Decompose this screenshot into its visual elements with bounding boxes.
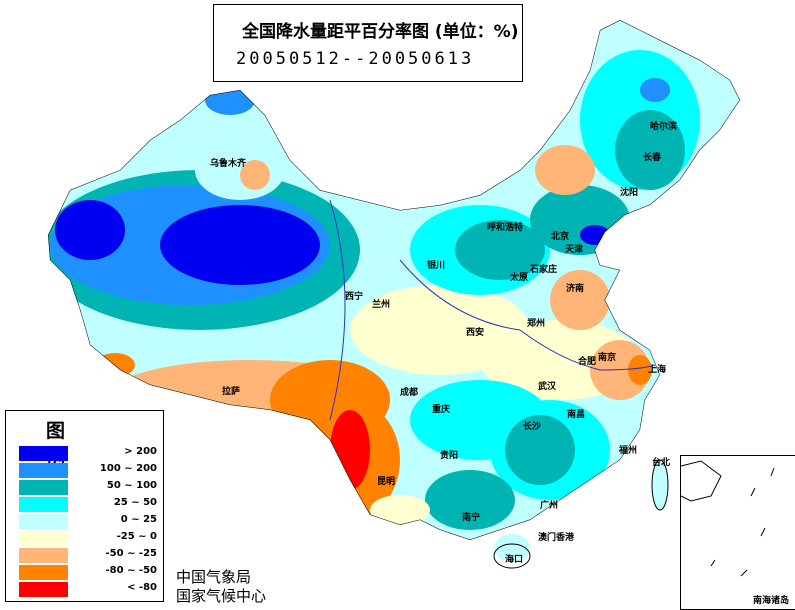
city-label: 长沙 xyxy=(523,422,542,432)
city-label: 郑州 xyxy=(527,319,546,329)
legend-swatch xyxy=(19,446,68,461)
south-china-sea-inset: 南海诸岛 xyxy=(680,455,795,610)
city-label: 南宁 xyxy=(462,513,481,523)
agency-ncc: 国家气候中心 xyxy=(176,587,267,605)
legend-label: -50 ~ -25 xyxy=(105,548,157,559)
legend-label: 25 ~ 50 xyxy=(113,497,157,508)
legend-swatch xyxy=(19,565,68,580)
city-label: 南昌 xyxy=(567,410,586,420)
city-label: 西安 xyxy=(466,328,485,338)
city-label: 贵阳 xyxy=(440,451,459,461)
city-label: 呼和浩特 xyxy=(487,223,524,233)
inset-label: 南海诸岛 xyxy=(752,596,789,606)
legend-label: 0 ~ 25 xyxy=(120,514,157,525)
legend-label: > 200 xyxy=(124,446,157,457)
city-label: 重庆 xyxy=(432,405,451,415)
city-label: 哈尔滨 xyxy=(650,122,678,132)
city-label: 海口 xyxy=(505,555,524,565)
city-label: 成都 xyxy=(400,388,419,398)
national-border xyxy=(48,20,740,541)
legend-swatch xyxy=(19,480,68,495)
agency-cma: 中国气象局 xyxy=(176,568,252,586)
legend-swatch xyxy=(19,497,68,512)
legend-label: 50 ~ 100 xyxy=(106,480,157,491)
city-label: 北京 xyxy=(551,232,570,242)
city-label: 昆明 xyxy=(377,477,396,487)
city-label: 广州 xyxy=(540,501,559,511)
city-label: 南京 xyxy=(598,353,617,363)
city-label: 澳门香港 xyxy=(538,533,575,543)
legend-swatch xyxy=(19,463,68,478)
rivers xyxy=(329,199,656,421)
city-label: 拉萨 xyxy=(222,387,241,397)
hainan-outline xyxy=(493,543,531,569)
date-range: 20050512--20050613 xyxy=(236,49,475,69)
city-label: 银川 xyxy=(427,261,446,271)
legend-swatch xyxy=(19,531,68,546)
taiwan-outline xyxy=(651,459,669,511)
legend-label: -80 ~ -50 xyxy=(105,565,157,576)
city-label: 天津 xyxy=(565,245,584,255)
legend-label: < -80 xyxy=(127,582,157,593)
legend-swatch xyxy=(19,582,68,597)
legend: 图 例 > 200 100 ~ 200 50 ~ 100 25 ~ 50 0 ~ 25 -… xyxy=(5,410,164,602)
legend-swatch xyxy=(19,514,68,529)
city-label: 沈阳 xyxy=(620,188,639,198)
city-label: 福州 xyxy=(619,446,638,456)
city-label: 乌鲁木齐 xyxy=(210,159,247,169)
city-label: 上海 xyxy=(648,365,667,375)
legend-title: 图 例 xyxy=(46,420,92,469)
city-label: 长春 xyxy=(643,153,662,163)
inset-map xyxy=(680,460,775,577)
legend-label: -25 ~ 0 xyxy=(116,531,157,542)
city-label: 合肥 xyxy=(578,357,597,367)
city-label: 武汉 xyxy=(538,382,557,392)
city-label: 石家庄 xyxy=(530,265,558,275)
city-label: 太原 xyxy=(510,273,529,283)
legend-swatch xyxy=(19,548,68,563)
city-label: 台北 xyxy=(652,458,671,468)
map-title: 全国降水量距平百分率图 (单位：%) xyxy=(242,22,519,42)
title-box: 全国降水量距平百分率图 (单位：%) 20050512--20050613 xyxy=(213,4,523,82)
city-label: 兰州 xyxy=(372,300,391,310)
city-label: 西宁 xyxy=(345,292,364,302)
city-label: 济南 xyxy=(566,284,585,294)
legend-label: 100 ~ 200 xyxy=(99,463,157,474)
